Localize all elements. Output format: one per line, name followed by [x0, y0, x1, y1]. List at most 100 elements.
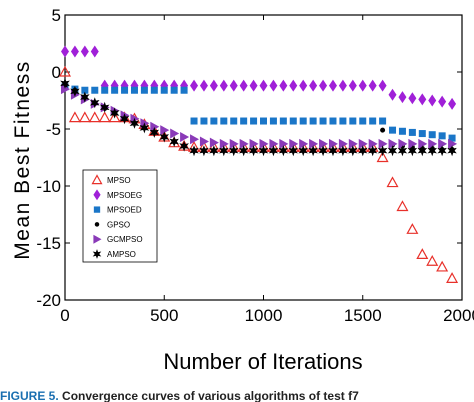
x-tick-label: 500 [150, 306, 178, 325]
legend-label: MPSOED [107, 206, 142, 215]
data-point [426, 255, 439, 266]
data-point [289, 117, 297, 125]
data-point [209, 145, 219, 157]
data-point [348, 138, 358, 149]
x-tick-label: 1500 [344, 306, 382, 325]
data-point [407, 145, 418, 157]
data-point [319, 138, 329, 149]
data-point [359, 117, 367, 125]
y-tick-label: -15 [36, 234, 61, 253]
data-point [338, 145, 348, 157]
data-point [129, 117, 140, 129]
data-point [318, 145, 328, 157]
data-point [81, 86, 89, 94]
data-point [339, 117, 347, 125]
data-point [418, 138, 428, 149]
data-point [249, 138, 259, 149]
data-point [348, 145, 358, 157]
legend-marker [94, 222, 100, 227]
data-point [438, 95, 447, 108]
data-point [438, 132, 446, 140]
data-point [358, 145, 368, 157]
data-point [260, 117, 267, 125]
data-point [160, 125, 170, 136]
data-point [259, 138, 269, 149]
data-point [219, 138, 229, 149]
legend-label: GCMPSO [107, 235, 143, 244]
data-point [338, 79, 347, 92]
data-point [80, 45, 89, 58]
data-point [70, 45, 79, 58]
y-tick-label: 0 [52, 63, 61, 82]
data-point [269, 79, 278, 92]
data-point [121, 86, 129, 94]
legend-marker [92, 249, 102, 259]
series-mpsoeg [61, 45, 457, 110]
data-point [416, 248, 429, 259]
data-point [309, 117, 317, 125]
data-point [210, 117, 218, 125]
data-point [209, 137, 219, 148]
data-point [288, 145, 298, 157]
y-tick-label: -10 [36, 177, 61, 196]
chart-marks [58, 45, 459, 283]
caption-text: Convergence curves of various algorithms… [62, 391, 359, 402]
data-point [368, 138, 378, 149]
data-point [61, 84, 70, 95]
data-point [159, 131, 169, 143]
data-point [80, 91, 90, 103]
data-point [386, 176, 399, 188]
data-point [119, 113, 130, 125]
data-point [417, 145, 428, 157]
data-point [259, 79, 268, 92]
x-tick-label: 1000 [245, 306, 283, 325]
data-point [130, 86, 138, 94]
data-point [289, 138, 299, 149]
data-point [397, 145, 408, 157]
data-point [101, 86, 109, 94]
y-tick-label: -5 [46, 120, 61, 139]
legend-marker [93, 234, 102, 244]
data-point [408, 128, 416, 136]
legend-label: MPSOEG [107, 191, 142, 200]
data-point [269, 138, 279, 149]
data-point [229, 79, 238, 92]
data-point [328, 138, 338, 149]
data-point [239, 138, 249, 149]
legend-marker [91, 174, 103, 185]
data-point [109, 107, 120, 119]
legend-label: AMPSO [107, 250, 136, 259]
data-point [68, 111, 81, 123]
data-point [229, 145, 239, 157]
data-point [448, 97, 457, 110]
data-point [150, 121, 160, 132]
data-point [278, 145, 289, 157]
data-point [180, 131, 190, 142]
data-point [367, 145, 378, 157]
data-point [448, 138, 458, 149]
data-point [160, 86, 168, 94]
data-point [299, 117, 307, 125]
data-point [369, 117, 377, 125]
data-point [90, 97, 100, 109]
data-point [78, 111, 91, 123]
data-point [349, 117, 357, 125]
y-tick-label: -20 [36, 291, 61, 310]
data-point [170, 86, 178, 94]
figure-label: FIGURE 5. [0, 391, 59, 402]
data-point [200, 117, 208, 125]
data-point [70, 85, 80, 97]
data-point [190, 134, 200, 145]
data-point [408, 92, 417, 105]
data-point [179, 140, 189, 152]
data-point [199, 79, 208, 92]
data-point [309, 138, 319, 149]
x-axis-label: Number of Iterations [163, 349, 362, 374]
data-point [249, 79, 258, 92]
data-point [378, 79, 387, 92]
data-point [99, 101, 110, 113]
legend-marker [93, 206, 101, 213]
series-gcmpso [61, 84, 458, 149]
data-point [428, 138, 438, 149]
data-point [209, 79, 218, 92]
